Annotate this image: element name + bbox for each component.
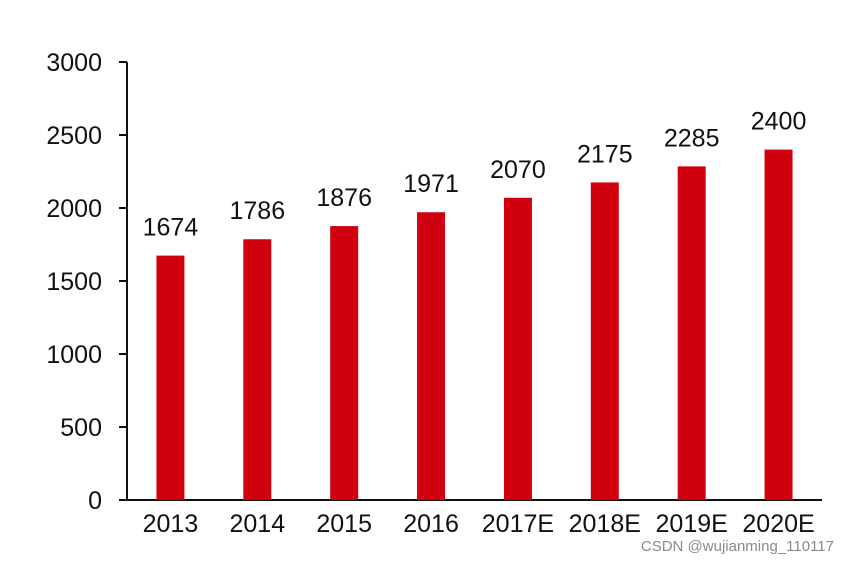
bar-2017E [503, 197, 532, 500]
x-tick-label: 2014 [230, 510, 286, 538]
x-tick-label: 2015 [316, 510, 372, 538]
x-tick-label: 2017E [482, 510, 554, 538]
y-tick-label: 2500 [46, 122, 102, 150]
bar-2019E [677, 166, 706, 500]
bar-2015 [330, 226, 359, 500]
data-label-2018E: 2175 [577, 140, 633, 168]
x-tick-label: 2020E [742, 510, 814, 538]
y-tick-label: 3000 [46, 49, 102, 77]
x-tick-label: 2018E [569, 510, 641, 538]
y-tick-label: 0 [88, 487, 102, 515]
bar-2020E [764, 149, 793, 500]
data-label-2020E: 2400 [751, 108, 807, 136]
bar-2013 [156, 255, 185, 500]
x-tick-label: 2016 [403, 510, 459, 538]
x-tick-label: 2013 [143, 510, 199, 538]
bar-2016 [417, 212, 446, 500]
data-label-2015: 1876 [316, 184, 372, 212]
y-tick-label: 1500 [46, 268, 102, 296]
y-tick-label: 2000 [46, 195, 102, 223]
data-label-2016: 1971 [403, 170, 459, 198]
bar-2018E [590, 182, 619, 500]
data-label-2019E: 2285 [664, 124, 720, 152]
data-label-2013: 1674 [143, 214, 199, 242]
y-axis-ticks: 0 500 1000 1500 2000 2500 3000 [46, 49, 127, 515]
y-tick-label: 500 [60, 414, 102, 442]
bars [156, 149, 793, 500]
data-label-2017E: 2070 [490, 156, 546, 184]
data-labels: 1674 1786 1876 1971 2070 2175 2285 2400 [143, 108, 807, 242]
x-tick-label: 2019E [656, 510, 728, 538]
x-axis-labels: 2013 2014 2015 2016 2017E 2018E 2019E 2020E [143, 510, 815, 538]
y-tick-label: 1000 [46, 341, 102, 369]
data-label-2014: 1786 [230, 197, 286, 225]
bar-2014 [243, 239, 272, 500]
watermark: CSDN @wujianming_110117 [640, 538, 834, 555]
